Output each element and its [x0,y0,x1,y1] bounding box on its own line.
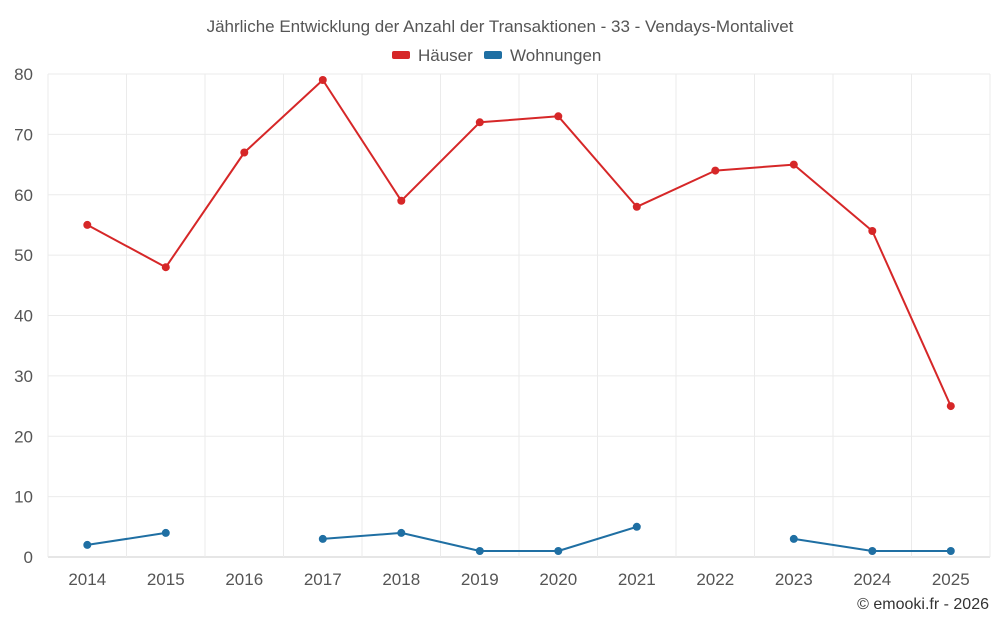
data-point[interactable] [83,540,92,549]
data-point[interactable] [711,166,720,175]
data-point[interactable] [475,547,484,555]
data-point[interactable] [318,76,327,84]
x-tick-label: 2023 [775,570,813,589]
data-point[interactable] [161,528,170,537]
y-tick-label: 0 [24,548,33,567]
y-tick-label: 30 [14,367,33,386]
x-tick-label: 2022 [696,570,734,589]
series-line [87,531,166,546]
data-point[interactable] [946,402,955,411]
legend: Häuser Wohnungen [392,46,601,65]
y-tick-label: 80 [14,65,33,84]
x-tick-label: 2016 [225,570,263,589]
legend-label-wohnungen[interactable]: Wohnungen [510,46,601,65]
legend-swatch-haeuser[interactable] [392,51,410,59]
series-layer [83,76,955,555]
grid [47,73,991,558]
y-tick-label: 70 [14,125,33,144]
x-tick-label: 2024 [853,570,891,589]
data-point[interactable] [161,263,170,272]
x-axis-ticks: 2014 2015 2016 2017 2018 2019 2020 2021 2022 2023… [68,570,969,589]
chart-title: Jährliche Entwicklung der Anzahl der Tra… [207,17,794,36]
y-tick-label: 40 [14,307,33,326]
data-point[interactable] [318,534,327,543]
x-tick-label: 2017 [304,570,342,589]
data-point[interactable] [946,547,955,555]
data-point[interactable] [868,547,877,555]
x-tick-label: 2019 [461,570,499,589]
data-point[interactable] [554,112,563,121]
data-point[interactable] [397,528,406,537]
data-point[interactable] [240,148,249,157]
y-tick-label: 10 [14,488,33,507]
y-tick-label: 50 [14,246,33,265]
x-tick-label: 2015 [147,570,185,589]
x-tick-label: 2014 [68,570,106,589]
copyright-credit: © emooki.fr - 2026 [857,596,989,613]
y-axis-ticks: 0 10 20 30 40 50 60 70 80 [14,65,33,567]
data-point[interactable] [632,202,641,211]
legend-swatch-wohnungen[interactable] [484,51,502,59]
data-point[interactable] [83,220,92,229]
series-0 [83,76,955,411]
series-line [86,79,952,407]
x-tick-label: 2021 [618,570,656,589]
series-1 [83,522,955,555]
x-tick-label: 2020 [539,570,577,589]
data-point[interactable] [397,196,406,205]
data-point[interactable] [632,522,641,531]
data-point[interactable] [789,160,798,169]
data-point[interactable] [868,227,877,235]
data-point[interactable] [554,547,563,555]
x-tick-label: 2018 [382,570,420,589]
y-tick-label: 20 [14,427,33,446]
data-point[interactable] [789,534,798,543]
data-point[interactable] [475,118,484,127]
y-tick-label: 60 [14,186,33,205]
legend-label-haeuser[interactable]: Häuser [418,46,473,65]
x-tick-label: 2025 [932,570,970,589]
